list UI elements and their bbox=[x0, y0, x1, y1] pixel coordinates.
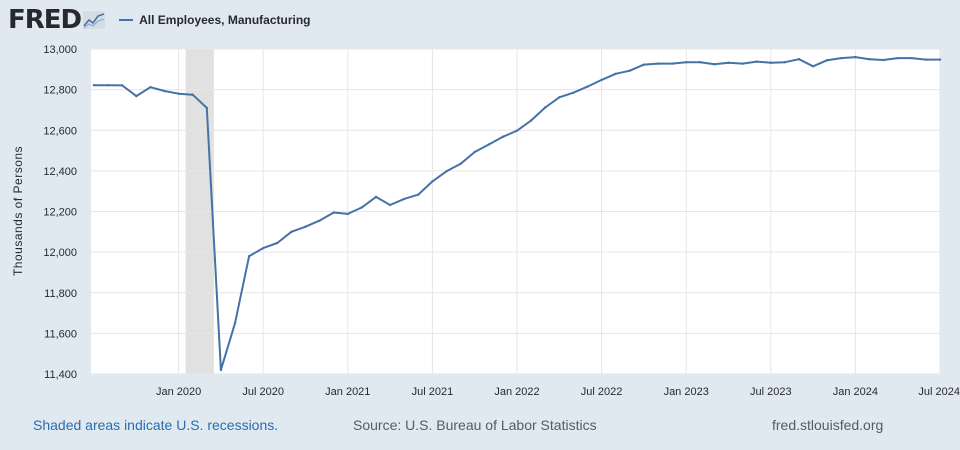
x-tick-label: Jul 2023 bbox=[750, 386, 792, 398]
data-point bbox=[177, 92, 180, 95]
data-point bbox=[868, 57, 871, 61]
x-tick-label: Jan 2021 bbox=[325, 386, 370, 398]
y-tick-label: 12,200 bbox=[43, 207, 77, 219]
data-point bbox=[572, 91, 575, 94]
data-point bbox=[896, 56, 899, 60]
data-point bbox=[403, 197, 406, 201]
x-axis-ticks: Jan 2020 Jul 2020 Jan 2021 Jul 2021 Jan 2022… bbox=[156, 386, 960, 398]
data-point bbox=[431, 180, 434, 183]
data-point bbox=[332, 211, 335, 214]
data-point bbox=[628, 69, 631, 72]
data-point bbox=[473, 150, 476, 154]
data-point bbox=[529, 119, 533, 122]
recession-note: Shaded areas indicate U.S. recessions. bbox=[33, 417, 279, 433]
data-point bbox=[727, 61, 730, 65]
data-point bbox=[558, 96, 561, 99]
data-point bbox=[247, 254, 251, 258]
data-point bbox=[445, 170, 448, 173]
data-point bbox=[346, 212, 349, 216]
source-note: Source: U.S. Bureau of Labor Statistics bbox=[353, 417, 597, 433]
data-point bbox=[938, 58, 942, 61]
x-tick-label: Jul 2022 bbox=[581, 386, 623, 398]
y-axis-label: Thousands of Persons bbox=[11, 146, 25, 276]
data-point bbox=[290, 230, 293, 234]
y-tick-label: 11,600 bbox=[44, 328, 77, 340]
data-point bbox=[797, 57, 801, 61]
x-tick-label: Jan 2022 bbox=[494, 386, 539, 398]
data-point bbox=[149, 85, 152, 89]
data-point bbox=[219, 368, 223, 372]
legend-label: All Employees, Manufacturing bbox=[139, 13, 311, 27]
site-link[interactable]: fred.stlouisfed.org bbox=[772, 417, 884, 433]
data-point bbox=[106, 83, 110, 87]
y-tick-label: 12,000 bbox=[43, 247, 77, 259]
data-point bbox=[318, 219, 321, 222]
data-point bbox=[163, 89, 166, 93]
x-tick-label: Jul 2020 bbox=[242, 386, 284, 398]
data-point bbox=[670, 62, 674, 65]
legend: All Employees, Manufacturing bbox=[119, 13, 311, 27]
fred-logo-graph-icon bbox=[83, 11, 106, 29]
data-point bbox=[741, 62, 744, 65]
data-point bbox=[882, 58, 885, 62]
data-point bbox=[191, 93, 194, 96]
data-point bbox=[374, 195, 378, 199]
fred-logo[interactable]: FRED bbox=[8, 5, 82, 35]
data-point bbox=[233, 322, 237, 325]
data-point bbox=[501, 135, 505, 138]
data-point bbox=[121, 84, 124, 87]
y-tick-label: 12,800 bbox=[43, 85, 77, 97]
data-point bbox=[656, 62, 660, 65]
data-point bbox=[854, 55, 857, 59]
y-tick-label: 11,800 bbox=[44, 288, 77, 300]
data-point bbox=[135, 94, 138, 98]
x-tick-label: Jan 2024 bbox=[833, 386, 878, 398]
y-tick-label: 12,400 bbox=[43, 166, 77, 178]
x-tick-label: Jan 2020 bbox=[156, 386, 201, 398]
data-point bbox=[713, 63, 716, 66]
data-point bbox=[360, 206, 364, 209]
y-tick-label: 11,400 bbox=[44, 369, 77, 381]
data-point bbox=[685, 61, 688, 64]
y-tick-label: 13,000 bbox=[43, 44, 77, 56]
data-point bbox=[388, 203, 392, 207]
data-point bbox=[600, 78, 603, 82]
data-point bbox=[840, 56, 843, 60]
data-point bbox=[417, 193, 420, 196]
series-layer bbox=[92, 55, 942, 372]
data-point bbox=[924, 58, 928, 61]
data-point bbox=[276, 241, 279, 245]
data-point bbox=[699, 61, 702, 64]
legend-line-swatch bbox=[119, 19, 134, 21]
x-tick-label: Jul 2021 bbox=[412, 386, 454, 398]
data-point bbox=[614, 72, 617, 75]
y-axis-ticks: 11,400 11,600 11,800 12,000 12,200 12,400 12,6… bbox=[43, 44, 77, 381]
data-point bbox=[304, 225, 307, 228]
data-point bbox=[826, 58, 829, 62]
header: FRED All Employees, Manufacturing bbox=[8, 5, 311, 35]
data-point bbox=[783, 61, 787, 64]
data-point bbox=[92, 83, 96, 87]
y-tick-label: 12,600 bbox=[43, 125, 77, 137]
x-tick-label: Jan 2023 bbox=[664, 386, 709, 398]
data-point bbox=[811, 65, 815, 68]
data-point bbox=[642, 63, 646, 66]
data-point bbox=[515, 129, 519, 132]
gridlines bbox=[91, 48, 941, 375]
data-point bbox=[910, 56, 913, 60]
data-point bbox=[544, 106, 547, 109]
data-point bbox=[586, 85, 589, 88]
data-point bbox=[205, 106, 208, 110]
data-point bbox=[262, 246, 265, 250]
data-point bbox=[769, 61, 772, 65]
data-point bbox=[459, 162, 462, 165]
x-tick-label: Jul 2024 bbox=[918, 386, 960, 398]
data-point bbox=[755, 60, 758, 63]
data-point bbox=[487, 143, 490, 146]
